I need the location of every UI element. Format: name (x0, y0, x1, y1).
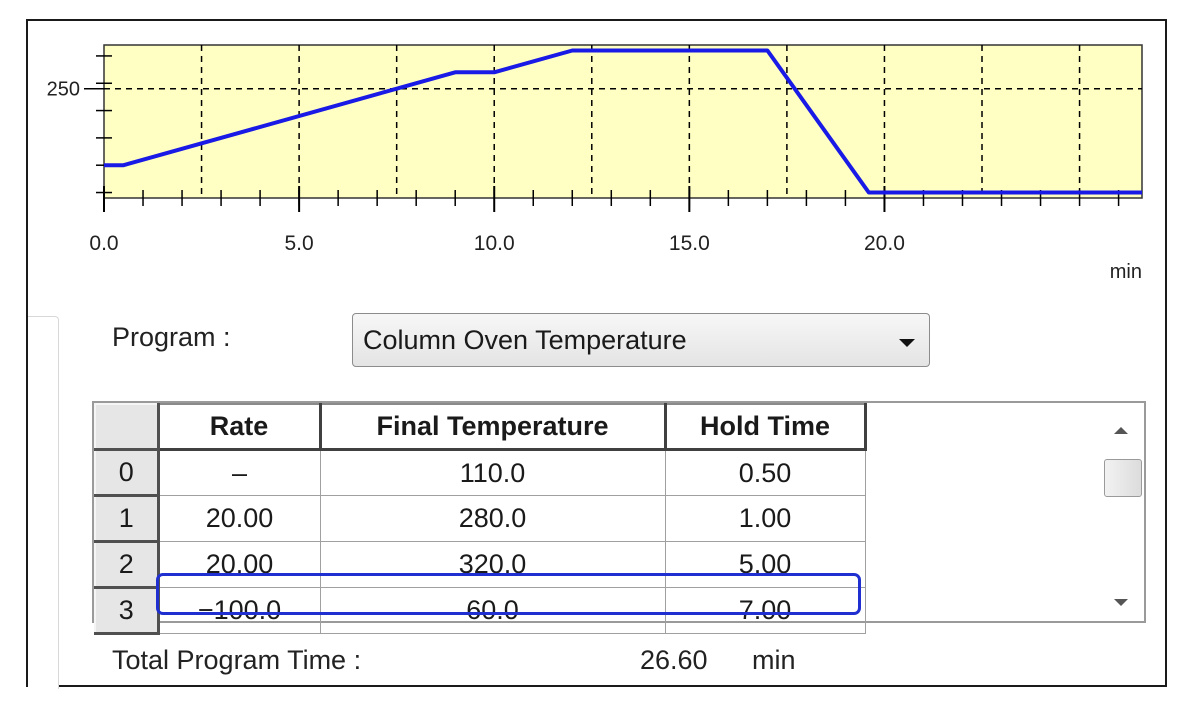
vertical-scrollbar[interactable] (1100, 403, 1144, 621)
rate-cell[interactable]: 20.00 (157, 541, 321, 588)
x-tick-label: 15.0 (669, 232, 710, 255)
chevron-down-icon[interactable] (899, 339, 915, 347)
program-label: Program : (112, 322, 231, 352)
rate-cell[interactable]: −100.0 (157, 587, 321, 634)
x-tick-label: 5.0 (285, 232, 314, 255)
hold-time-cell[interactable]: 0.50 (664, 449, 866, 496)
table-row[interactable]: 2 20.00 320.0 5.00 (94, 540, 866, 589)
column-header-hold-time[interactable]: Hold Time (664, 403, 867, 451)
temperature-series-line (104, 48, 1142, 195)
total-program-time-value: 26.60 (640, 645, 708, 675)
scroll-thumb[interactable] (1104, 459, 1142, 497)
hold-time-cell[interactable]: 5.00 (664, 541, 866, 588)
table-row[interactable]: 0 – 110.0 0.50 (94, 448, 866, 497)
total-program-time-label: Total Program Time : (112, 645, 362, 675)
rate-cell[interactable]: – (157, 449, 321, 496)
table-row[interactable]: 3 −100.0 60.0 7.00 (94, 586, 866, 635)
row-header[interactable]: 0 (94, 448, 160, 497)
final-temperature-cell[interactable]: 280.0 (319, 495, 666, 542)
x-tick-label: 20.0 (864, 232, 905, 255)
temperature-program-chart: 250 0.0 5.0 10.0 15.0 20.0 min (47, 44, 1143, 283)
program-table: Rate Final Temperature Hold Time 0 – 110… (92, 401, 1146, 635)
hold-time-cell[interactable]: 7.00 (664, 587, 866, 634)
row-header[interactable]: 1 (94, 494, 160, 543)
y-tick-label: 250 (47, 79, 80, 101)
final-temperature-cell[interactable]: 60.0 (319, 587, 666, 634)
scroll-up-icon[interactable] (1114, 427, 1128, 434)
scroll-down-icon[interactable] (1114, 599, 1128, 606)
program-dropdown[interactable]: Column Oven Temperature (352, 313, 930, 367)
column-header-rate[interactable]: Rate (157, 403, 322, 451)
x-tick-label: 0.0 (89, 232, 118, 255)
program-dropdown-value: Column Oven Temperature (363, 325, 687, 355)
table-header-row: Rate Final Temperature Hold Time (94, 403, 867, 451)
table-corner-cell[interactable] (94, 403, 160, 451)
final-temperature-cell[interactable]: 110.0 (319, 449, 666, 496)
column-header-final-temperature[interactable]: Final Temperature (319, 403, 667, 451)
row-header[interactable]: 2 (94, 540, 160, 589)
total-program-time-unit: min (752, 645, 796, 675)
left-panel-edge (28, 316, 59, 689)
table-row[interactable]: 1 20.00 280.0 1.00 (94, 494, 866, 543)
rate-cell[interactable]: 20.00 (157, 495, 321, 542)
hold-time-cell[interactable]: 1.00 (664, 495, 866, 542)
x-tick-label: 10.0 (474, 232, 515, 255)
row-header[interactable]: 3 (94, 586, 160, 635)
plot-area (103, 44, 1143, 199)
final-temperature-cell[interactable]: 320.0 (319, 541, 666, 588)
x-axis-label: min (1110, 261, 1142, 283)
